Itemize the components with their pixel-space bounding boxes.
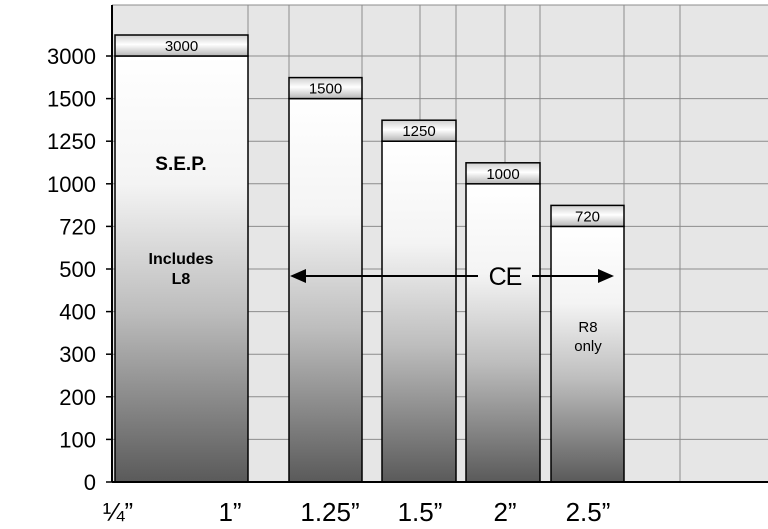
y-tick-label: 0 — [84, 470, 96, 495]
bar-1500: 1500 — [288, 76, 363, 483]
includes-label: Includes — [149, 251, 214, 268]
bar-value-label: 720 — [575, 208, 600, 225]
x-tick-label: ¼” — [103, 497, 133, 527]
y-tick-label: 720 — [59, 214, 96, 239]
bar-1000: 1000 — [465, 162, 541, 483]
ce-mark: CE — [489, 263, 522, 291]
r8-only-label: only — [574, 338, 602, 355]
x-tick-label: 2” — [493, 497, 516, 527]
bar-body — [114, 55, 249, 483]
bar-cap — [114, 34, 249, 57]
bar-body — [550, 225, 625, 483]
x-tick-label: 1” — [218, 497, 241, 527]
x-tick-label: 1.25” — [300, 497, 359, 527]
ce-range-arrow — [290, 269, 614, 283]
y-tick-label: 1250 — [47, 129, 96, 154]
bar-body — [465, 183, 541, 483]
bar-value-label: 3000 — [165, 38, 198, 55]
bar-cap — [381, 119, 457, 142]
bar-cap — [465, 162, 541, 185]
y-tick-label: 1000 — [47, 172, 96, 197]
bars: 3000 1500 1250 1000 720 — [114, 34, 625, 483]
bar-1250: 1250 — [381, 119, 457, 483]
bar-value-label: 1500 — [309, 81, 342, 98]
y-tick-label: 100 — [59, 427, 96, 452]
y-tick-label: 3000 — [47, 44, 96, 69]
x-tick-label: 2.5” — [566, 497, 611, 527]
bar-720: 720 — [550, 204, 625, 483]
bar-cap — [288, 76, 363, 100]
y-axis-ticks: 0 100 200 300 400 500 720 1000 1250 1500 3000 — [47, 44, 112, 495]
bar-body — [381, 140, 457, 483]
axes — [111, 5, 768, 483]
bar-body — [288, 97, 363, 483]
r8-label: R8 — [578, 319, 597, 336]
bar-value-label: 1250 — [402, 123, 435, 140]
x-tick-label: 1.5” — [398, 497, 443, 527]
x-axis-ticks: ¼” 1” 1.25” 1.5” 2” 2.5” — [103, 497, 611, 527]
y-tick-label: 400 — [59, 300, 96, 325]
y-tick-label: 500 — [59, 257, 96, 282]
sep-label: S.E.P. — [155, 154, 206, 175]
y-tick-label: 1500 — [47, 87, 96, 112]
includes-model-label: L8 — [172, 271, 191, 288]
bar-3000: 3000 — [114, 34, 249, 483]
bar-value-label: 1000 — [486, 166, 519, 183]
y-tick-label: 200 — [59, 385, 96, 410]
bar-cap — [550, 204, 625, 228]
y-tick-label: 300 — [59, 342, 96, 367]
